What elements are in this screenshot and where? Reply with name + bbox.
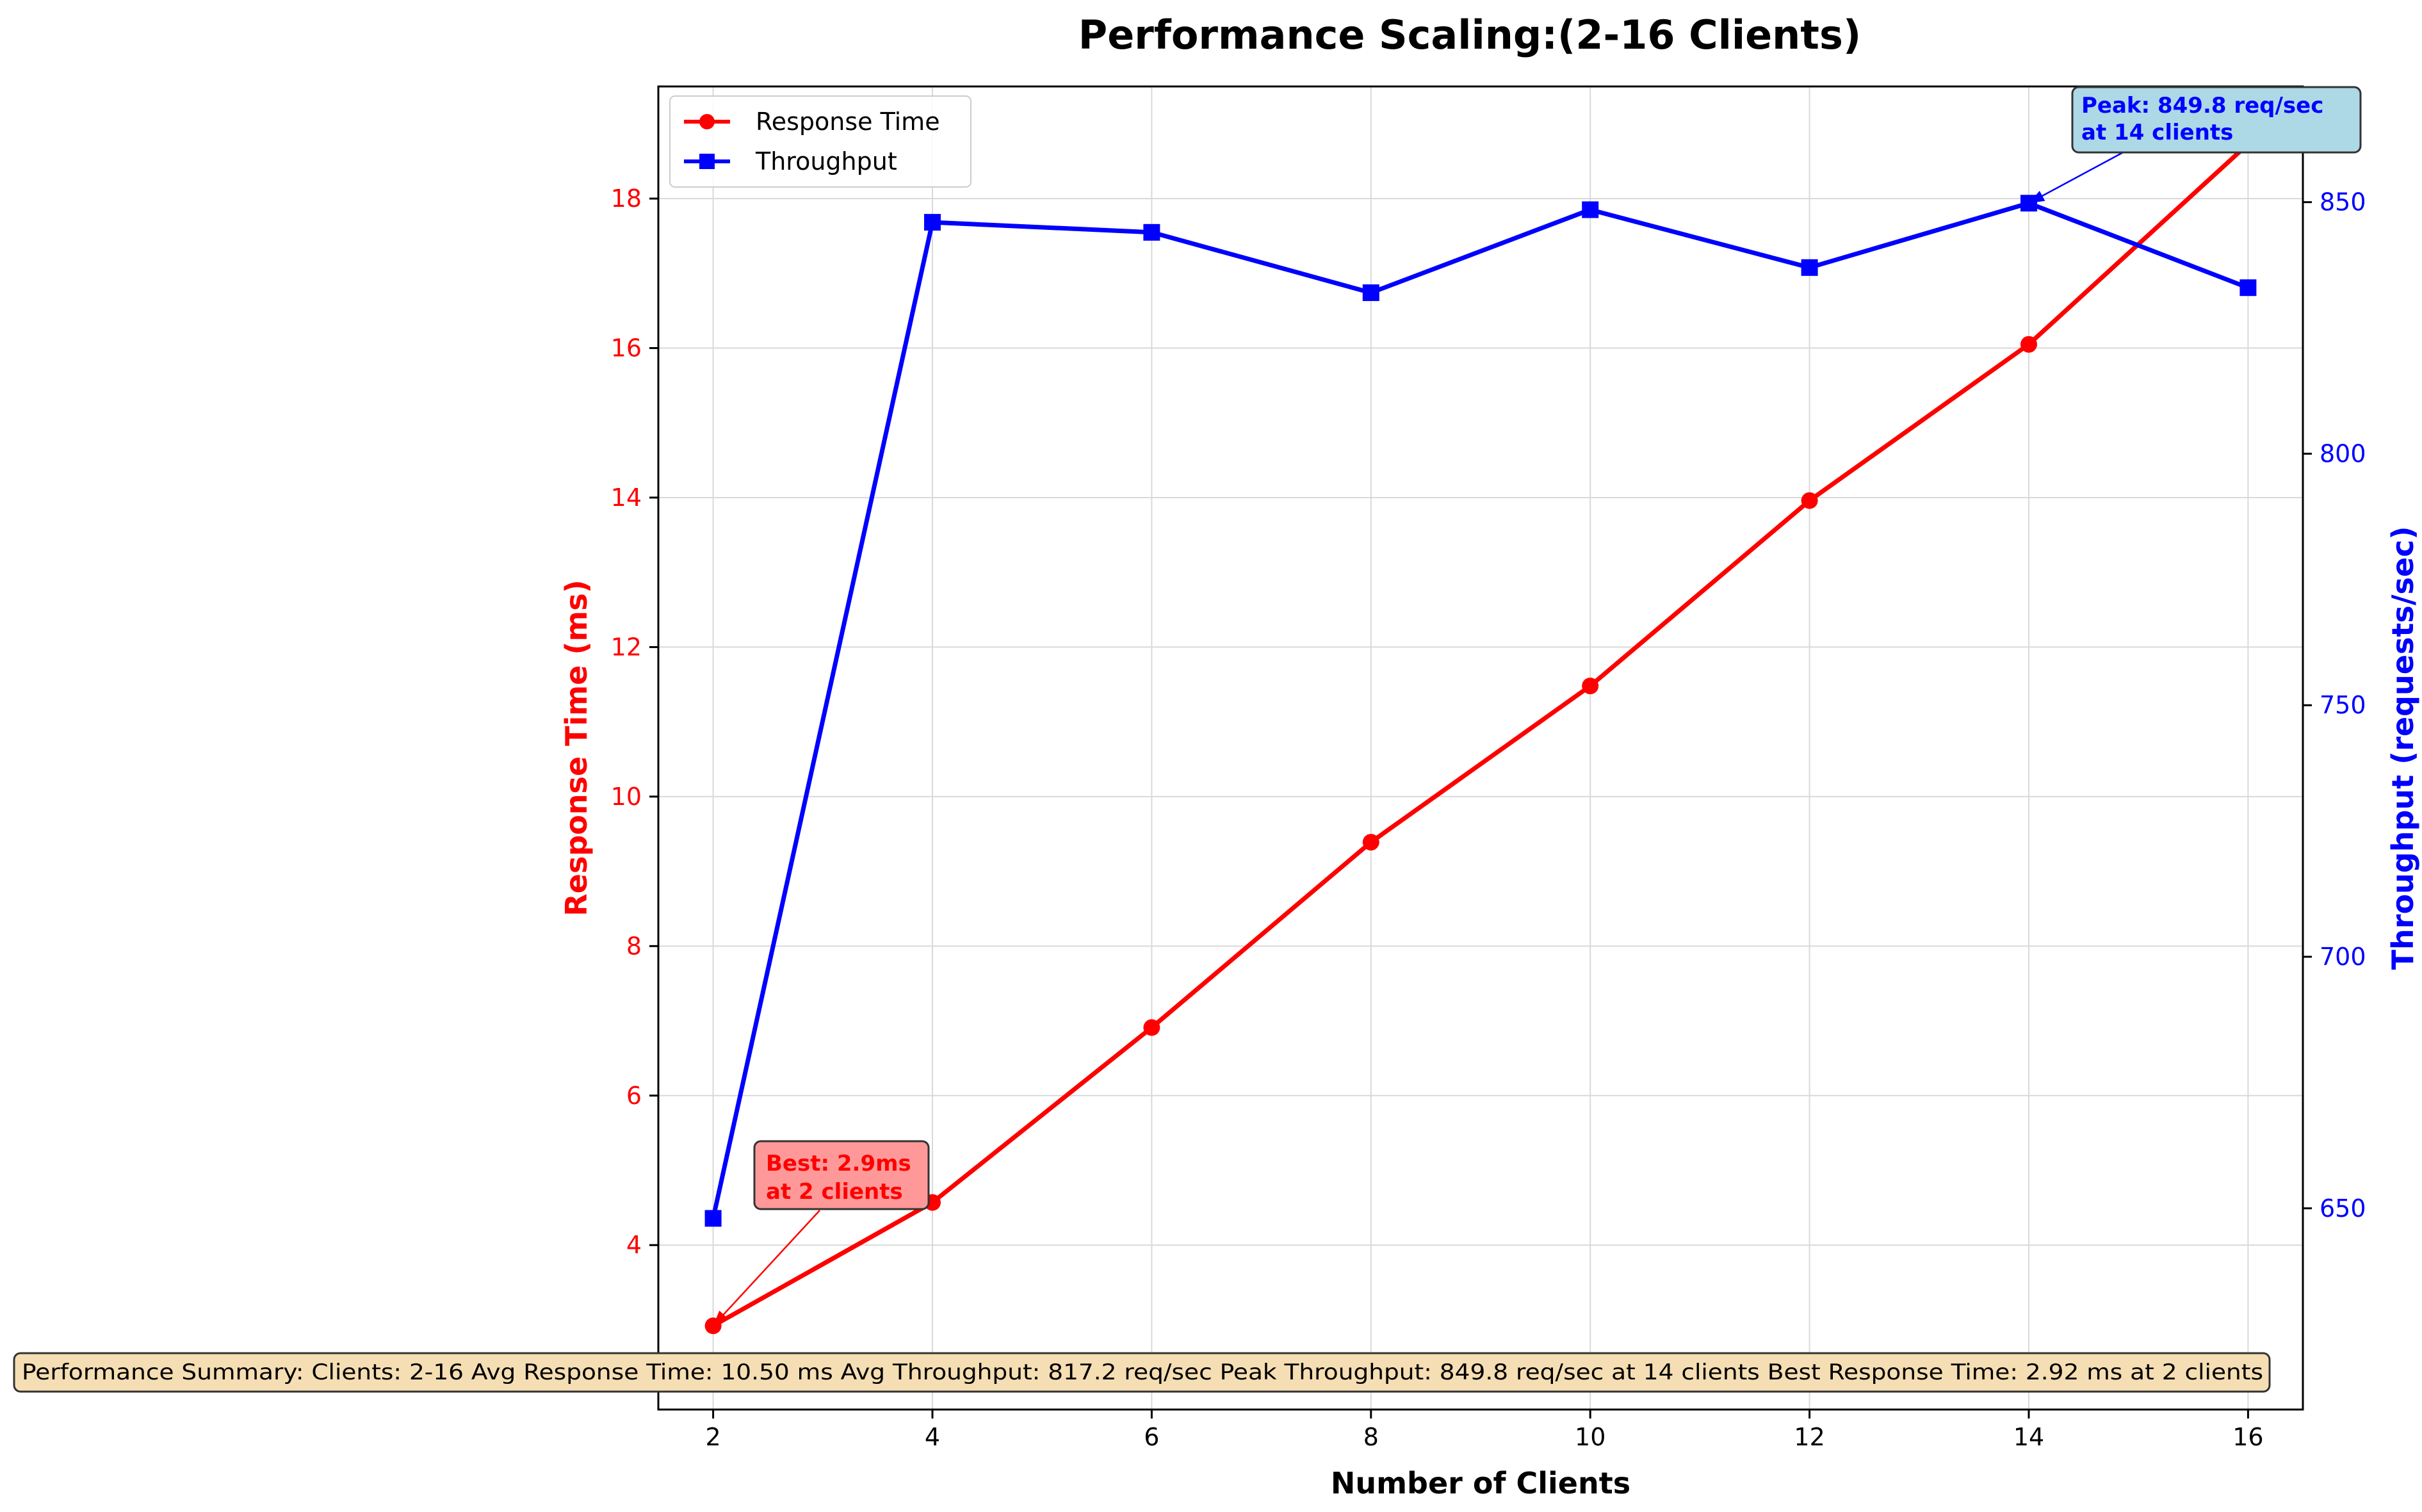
x-tick-label: 10 bbox=[1575, 1423, 1605, 1451]
x-axis-ticks: 2 4 6 8 10 12 14 16 bbox=[706, 1410, 2264, 1451]
left-y-axis-label: Response Time (ms) bbox=[559, 580, 594, 916]
peak-annotation-arrowhead bbox=[2029, 190, 2045, 204]
x-tick-label: 6 bbox=[1144, 1423, 1159, 1451]
legend-throughput-label: Throughput bbox=[755, 147, 897, 175]
performance-summary: Performance Summary: Clients: 2-16 Avg R… bbox=[13, 1352, 2271, 1393]
response-time-point bbox=[1362, 834, 1379, 851]
throughput-point bbox=[1801, 259, 1818, 276]
peak-annotation-arrow bbox=[2028, 146, 2133, 204]
throughput-point bbox=[1143, 224, 1160, 241]
left-y-tick-label: 10 bbox=[611, 783, 642, 811]
left-y-tick-label: 12 bbox=[611, 633, 642, 661]
response-time-point bbox=[1801, 492, 1818, 509]
right-y-tick-label: 650 bbox=[2320, 1194, 2366, 1223]
left-y-axis-ticks: 4 6 8 10 12 14 16 18 bbox=[611, 184, 658, 1259]
left-y-tick-label: 6 bbox=[626, 1082, 642, 1110]
best-annotation-arrow bbox=[712, 1210, 820, 1327]
peak-annotation: Peak: 849.8 req/sec at 14 clients bbox=[2028, 86, 2362, 204]
throughput-point bbox=[1362, 284, 1379, 302]
legend-response-time-marker bbox=[699, 114, 715, 129]
best-annotation: Best: 2.9ms at 2 clients bbox=[712, 1140, 930, 1327]
x-tick-label: 14 bbox=[2013, 1423, 2044, 1451]
throughput-point bbox=[1582, 201, 1599, 218]
x-tick-label: 8 bbox=[1363, 1423, 1379, 1451]
summary-box bbox=[13, 1352, 2271, 1393]
x-tick-label: 16 bbox=[2232, 1423, 2263, 1451]
left-y-tick-label: 18 bbox=[611, 184, 642, 213]
throughput-point bbox=[924, 214, 941, 231]
left-y-tick-label: 4 bbox=[626, 1231, 642, 1259]
left-y-tick-label: 16 bbox=[611, 334, 642, 362]
x-tick-label: 2 bbox=[706, 1423, 721, 1451]
response-time-point bbox=[1582, 678, 1599, 695]
legend: Response Time Throughput bbox=[669, 95, 971, 188]
best-annotation-box bbox=[753, 1140, 930, 1210]
peak-annotation-line1: Peak: 849.8 req/sec bbox=[2081, 93, 2323, 118]
x-tick-label: 12 bbox=[1794, 1423, 1825, 1451]
best-annotation-arrowhead bbox=[713, 1310, 728, 1326]
x-tick-label: 4 bbox=[925, 1423, 940, 1451]
x-axis-label: Number of Clients bbox=[1331, 1466, 1630, 1500]
response-time-point bbox=[2020, 336, 2037, 353]
response-time-point bbox=[1143, 1019, 1160, 1036]
legend-throughput-marker bbox=[699, 154, 715, 169]
right-y-tick-label: 850 bbox=[2320, 188, 2366, 216]
plot-frame bbox=[657, 85, 2304, 1411]
peak-annotation-line2: at 14 clients bbox=[2081, 120, 2233, 145]
best-annotation-line2: at 2 clients bbox=[766, 1179, 903, 1205]
chart-title: Performance Scaling:(2-16 Clients) bbox=[1078, 12, 1861, 58]
peak-annotation-box bbox=[2071, 86, 2362, 154]
best-annotation-line1: Best: 2.9ms bbox=[766, 1151, 911, 1176]
right-y-tick-label: 750 bbox=[2320, 691, 2366, 719]
right-y-axis-ticks: 650 700 750 800 850 bbox=[2303, 188, 2366, 1223]
legend-response-time-label: Response Time bbox=[756, 108, 940, 136]
right-y-tick-label: 800 bbox=[2320, 439, 2366, 467]
series-layer bbox=[704, 135, 2257, 1335]
right-y-axis-label: Throughput (requests/sec) bbox=[2385, 526, 2420, 970]
throughput-point bbox=[2239, 279, 2257, 297]
grid-lines bbox=[658, 86, 2303, 1410]
throughput-point bbox=[704, 1210, 722, 1227]
response-time-line bbox=[711, 142, 2250, 1328]
throughput-line bbox=[711, 200, 2249, 1219]
summary-text: Performance Summary: Clients: 2-16 Avg R… bbox=[22, 1360, 2263, 1385]
right-y-tick-label: 700 bbox=[2320, 943, 2366, 971]
left-y-tick-label: 14 bbox=[611, 484, 642, 512]
left-y-tick-label: 8 bbox=[626, 932, 642, 960]
legend-frame bbox=[669, 95, 971, 188]
